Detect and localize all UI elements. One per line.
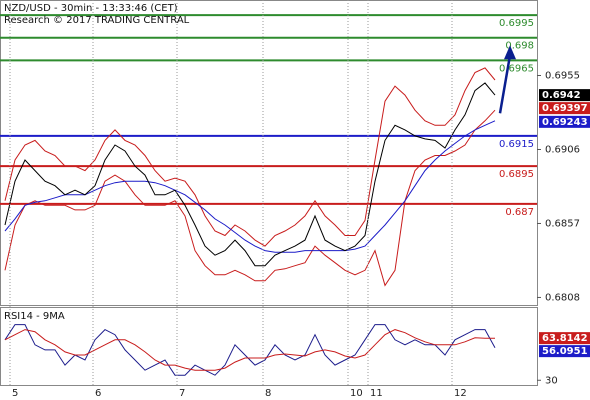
price-label-box	[539, 115, 590, 128]
forecast-arrow	[498, 55, 512, 114]
panel-subtitle: Research © 2017 TRADING CENTRAL	[4, 15, 190, 26]
price-label-box	[539, 102, 590, 115]
rsi-panel	[0, 307, 538, 386]
price-panel	[0, 0, 538, 306]
x-tick-label: 6	[95, 388, 101, 399]
panel-title: NZD/USD - 30min - 13:33:46 (CET)	[4, 3, 178, 14]
level-label: 0.6915	[499, 139, 534, 150]
x-tick-label: 10	[350, 388, 363, 399]
level-label: 0.6995	[499, 18, 534, 29]
series-line	[4, 67, 496, 247]
y-tick-label: 0.6808	[545, 292, 580, 303]
price-label-box	[539, 332, 590, 345]
x-tick-label: 12	[454, 388, 467, 399]
series-line	[4, 109, 496, 287]
series-line	[4, 120, 496, 253]
y-tick-label: 0.6906	[545, 144, 580, 155]
price-label-box	[539, 345, 590, 358]
price-label: 56.0951	[542, 346, 588, 357]
panel-title: RSI14 - 9MA	[4, 311, 65, 322]
y-tick-label: 0.6955	[545, 70, 580, 81]
level-label: 0.6895	[499, 169, 534, 180]
forecast-arrowhead	[504, 45, 516, 60]
y-tick-label: 0.6857	[545, 218, 580, 229]
level-label: 0.6965	[499, 63, 534, 74]
level-label: 0.687	[505, 207, 534, 218]
x-tick-label: 8	[265, 388, 271, 399]
price-label-box	[539, 89, 590, 102]
y-tick-label: 30	[545, 375, 558, 386]
x-tick-label: 11	[370, 388, 383, 399]
series-line	[4, 82, 496, 267]
level-label: 0.698	[505, 41, 534, 52]
series-line	[4, 324, 496, 376]
x-tick-label: 7	[179, 388, 185, 399]
price-label: 0.6942	[542, 90, 581, 101]
x-tick-label: 5	[12, 388, 18, 399]
price-label: 0.69243	[542, 117, 588, 128]
price-label: 63.8142	[542, 333, 588, 344]
series-line	[4, 329, 495, 371]
price-label: 0.69397	[542, 103, 588, 114]
